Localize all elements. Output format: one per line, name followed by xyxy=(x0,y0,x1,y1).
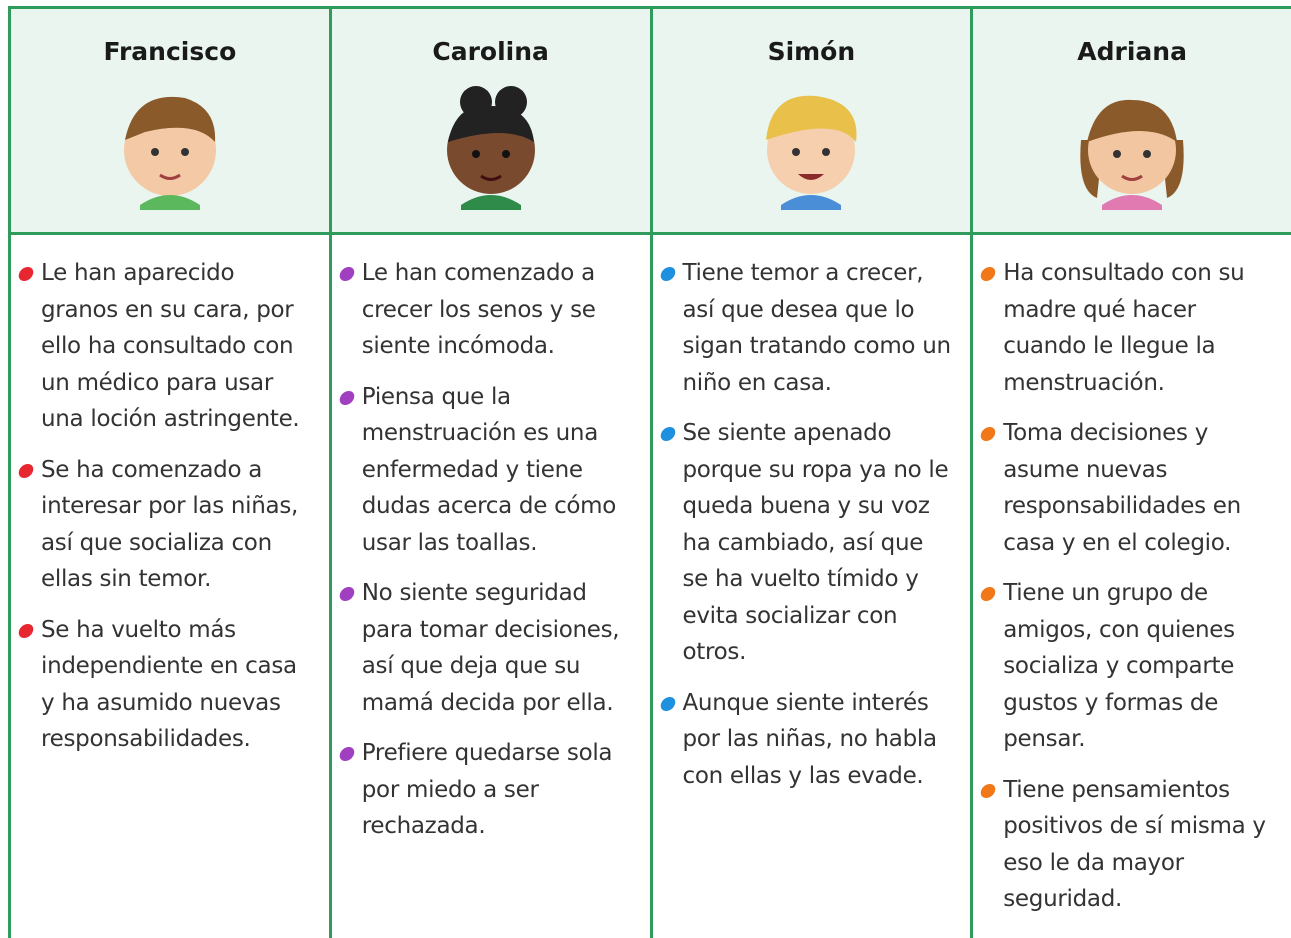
list: Tiene temor a crecer, así que desea que … xyxy=(653,235,971,794)
column: Carolina Le han comenzado a crecer los s… xyxy=(331,9,653,938)
name: Simón xyxy=(767,37,856,66)
portrait xyxy=(766,95,857,210)
list-item: Piensa que la menstruación es una enferm… xyxy=(362,379,632,562)
name: Carolina xyxy=(432,37,549,66)
list-item: Tiene pensamientos positivos de sí misma… xyxy=(1003,772,1273,918)
column: Adriana Ha consultado con su madre qué h… xyxy=(973,9,1291,938)
list-item: Se siente apenado porque su ropa ya no l… xyxy=(683,415,953,671)
header-cell: Adriana xyxy=(973,9,1291,235)
list-item: Se ha comenzado a interesar por las niña… xyxy=(41,452,311,598)
list: Ha consultado con su madre qué hacer cua… xyxy=(973,235,1291,918)
portrait xyxy=(1080,99,1184,210)
name: Adriana xyxy=(1077,37,1187,66)
list-item: Ha consultado con su madre qué hacer cua… xyxy=(1003,255,1273,401)
list-item: Le han comenzado a crecer los senos y se… xyxy=(362,255,632,365)
column: Francisco Le han aparecido granos en su … xyxy=(11,9,332,938)
column: Simón Tiene temor a crecer, así que dese… xyxy=(652,9,974,938)
list-item: Tiene temor a crecer, así que desea que … xyxy=(683,255,953,401)
list-item: Aunque siente interés por las niñas, no … xyxy=(683,685,953,795)
portrait xyxy=(446,86,535,210)
name: Francisco xyxy=(103,37,237,66)
table: Francisco Le han aparecido granos en su … xyxy=(8,6,1291,938)
list-item: No siente seguridad para tomar decisione… xyxy=(362,575,632,721)
portrait xyxy=(123,96,216,210)
header-cell: Carolina xyxy=(331,9,650,235)
list-item: Le han aparecido granos en su cara, por … xyxy=(41,255,311,438)
list: Le han aparecido granos en su cara, por … xyxy=(11,235,329,758)
list: Le han comenzado a crecer los senos y se… xyxy=(332,235,650,845)
list-item: Se ha vuelto más independiente en casa y… xyxy=(41,612,311,758)
list-item: Tiene un grupo de amigos, con quienes so… xyxy=(1003,575,1273,758)
list-item: Prefiere quedarse sola por miedo a ser r… xyxy=(362,735,632,845)
header-cell: Simón xyxy=(652,9,971,235)
header-cell: Francisco xyxy=(11,9,329,235)
list-item: Toma decisiones y asume nuevas responsab… xyxy=(1003,415,1273,561)
